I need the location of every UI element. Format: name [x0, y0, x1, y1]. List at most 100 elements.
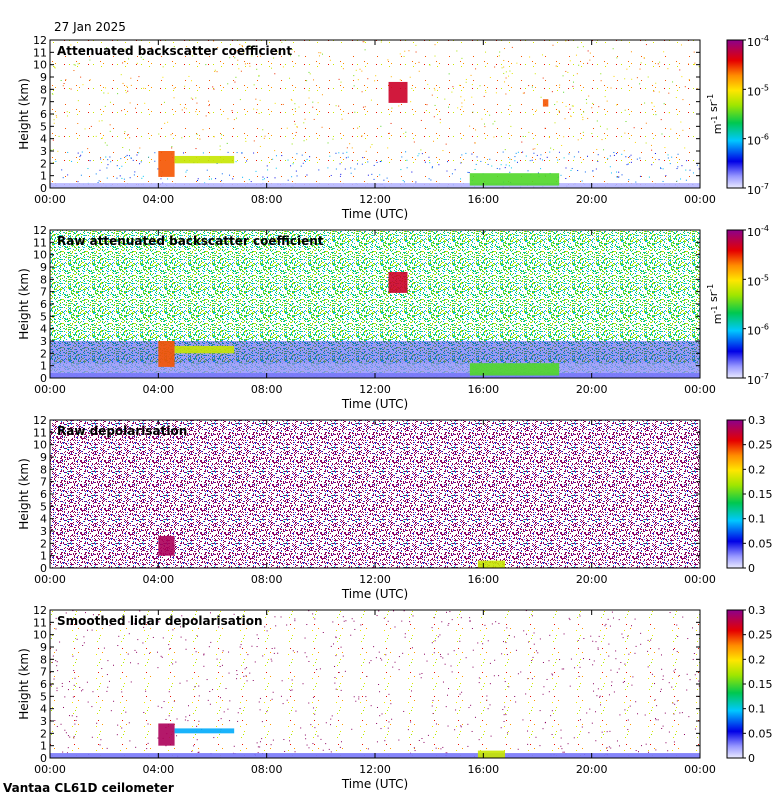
noise-dot	[478, 682, 480, 684]
noise-dot	[492, 123, 494, 125]
noise-dot	[319, 668, 321, 670]
noise-dot	[80, 623, 82, 625]
noise-dot	[218, 626, 220, 628]
noise-dot	[274, 102, 276, 104]
noise-dot	[149, 652, 151, 654]
noise-dot	[540, 168, 542, 170]
noise-dot	[635, 750, 637, 752]
noise-dot	[233, 745, 235, 747]
noise-dot	[281, 155, 283, 157]
noise-dot	[53, 122, 55, 124]
noise-dot	[504, 149, 506, 151]
noise-dot	[564, 118, 566, 120]
noise-dot	[685, 169, 687, 171]
noise-dot	[536, 143, 538, 145]
noise-dot	[246, 680, 248, 682]
noise-dot	[433, 652, 435, 654]
noise-dot	[243, 675, 245, 677]
noise-dot	[253, 108, 255, 110]
noise-dot	[380, 728, 382, 730]
noise-dot	[141, 177, 143, 179]
noise-field	[50, 40, 700, 188]
colorbar-tick-exp: -5	[761, 83, 769, 92]
noise-dot	[158, 133, 160, 135]
noise-dot	[660, 688, 662, 690]
noise-dot	[635, 701, 637, 703]
noise-dot	[139, 147, 141, 149]
noise-dot	[128, 621, 130, 623]
noise-dot	[570, 115, 572, 117]
noise-dot	[546, 678, 548, 680]
panel-title: Attenuated backscatter coefficient	[57, 44, 292, 58]
noise-dot	[616, 671, 618, 673]
noise-dot	[517, 673, 519, 675]
noise-dot	[241, 45, 243, 47]
noise-dot	[606, 731, 608, 733]
noise-dot	[196, 725, 198, 727]
x-tick-label: 16:00	[467, 573, 499, 586]
noise-dot	[209, 612, 211, 614]
noise-dot	[143, 626, 145, 628]
noise-dot	[233, 119, 235, 121]
noise-dot	[572, 85, 574, 87]
noise-dot	[77, 152, 79, 154]
noise-dot	[247, 654, 249, 656]
noise-dot	[491, 165, 493, 167]
noise-dot	[587, 50, 589, 52]
noise-dot	[615, 658, 617, 660]
noise-dot	[694, 728, 696, 730]
noise-dot	[191, 55, 193, 57]
noise-dot	[113, 700, 115, 702]
noise-dot	[563, 91, 565, 93]
noise-dot	[360, 624, 362, 626]
noise-dot	[290, 689, 292, 691]
noise-dot	[197, 178, 199, 180]
y-tick-label: 11	[33, 236, 47, 249]
noise-dot	[502, 151, 504, 153]
y-tick-label: 7	[40, 96, 47, 109]
noise-dot	[663, 103, 665, 105]
noise-dot	[266, 711, 268, 713]
noise-dot	[107, 164, 109, 166]
noise-dot	[438, 164, 440, 166]
y-tick-label: 5	[40, 690, 47, 703]
noise-dot	[338, 671, 340, 673]
noise-dot	[618, 176, 620, 178]
noise-dot	[293, 120, 295, 122]
noise-dot	[570, 115, 572, 117]
data-feature	[542, 99, 549, 107]
noise-dot	[63, 82, 65, 84]
noise-dot	[654, 699, 656, 701]
plot-area	[50, 230, 700, 378]
noise-dot	[181, 615, 183, 617]
noise-dot	[574, 667, 576, 669]
y-tick-label: 10	[33, 59, 47, 72]
noise-dot	[84, 612, 86, 614]
noise-dot	[516, 62, 518, 64]
noise-dot	[183, 107, 185, 109]
colorbar-tick-base: 10	[747, 226, 761, 239]
noise-dot	[583, 638, 585, 640]
noise-dot	[314, 618, 316, 620]
noise-dot	[300, 727, 302, 729]
noise-dot	[316, 669, 318, 671]
noise-dot	[79, 156, 81, 158]
noise-dot	[552, 674, 554, 676]
noise-dot	[563, 633, 565, 635]
noise-dot	[333, 643, 335, 645]
noise-dot	[476, 156, 478, 158]
colorbar	[726, 39, 744, 189]
noise-dot	[503, 59, 505, 61]
x-tick-label: 04:00	[142, 193, 174, 206]
noise-dot	[618, 668, 620, 670]
noise-dot	[454, 729, 456, 731]
noise-dot	[259, 746, 261, 748]
noise-dot	[469, 125, 471, 127]
noise-dot	[225, 688, 227, 690]
noise-dot	[431, 166, 433, 168]
y-tick-label: 0	[40, 562, 47, 575]
noise-dot	[398, 739, 400, 741]
noise-dot	[569, 108, 571, 110]
noise-dot	[237, 712, 239, 714]
